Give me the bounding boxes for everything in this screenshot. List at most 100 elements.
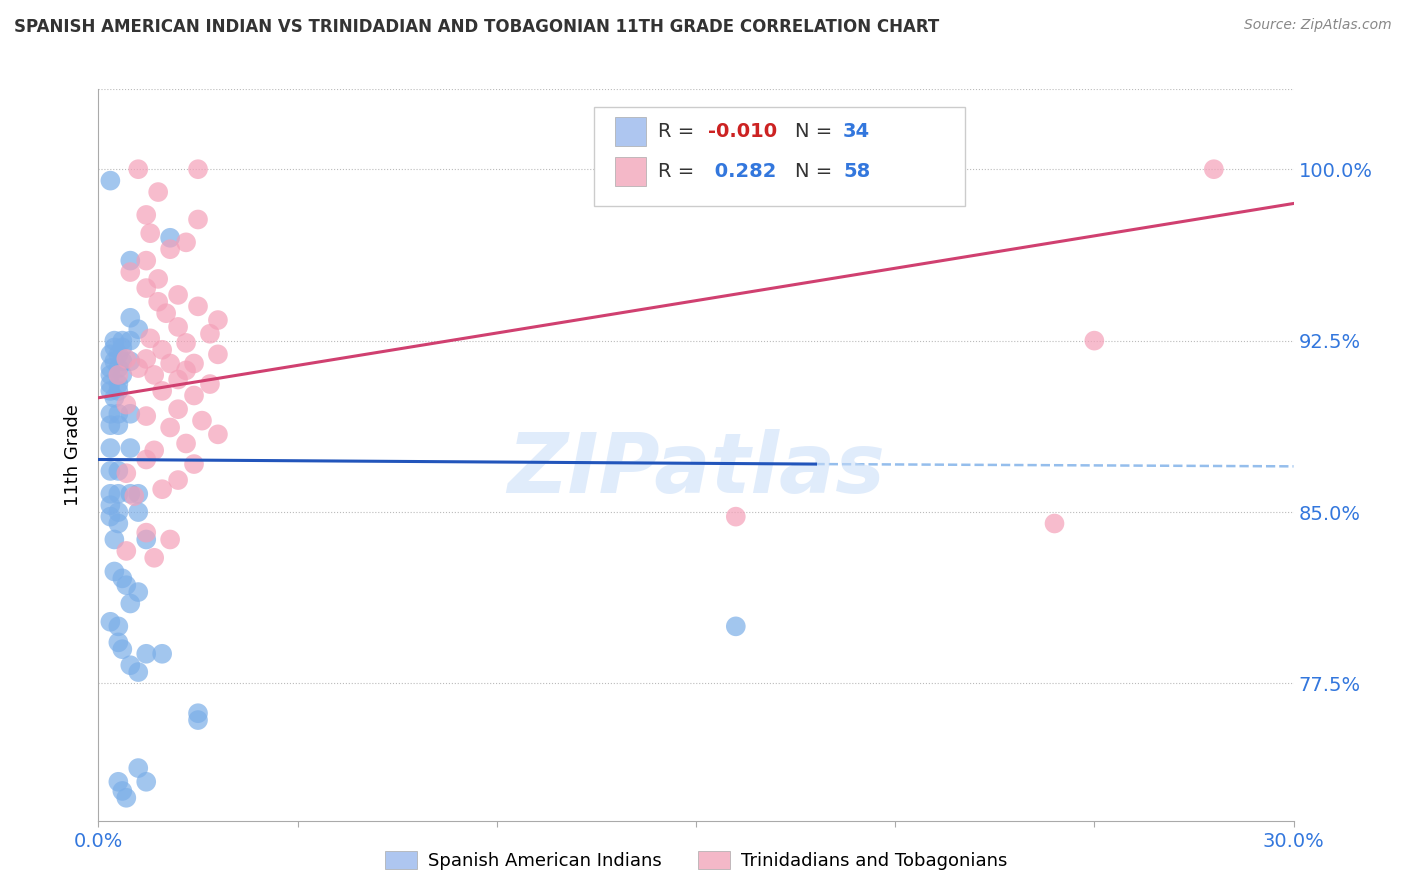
Point xyxy=(150,343,173,357)
Point xyxy=(107,487,129,501)
Point xyxy=(120,487,142,501)
Point xyxy=(107,774,129,789)
Point xyxy=(107,377,129,392)
Point xyxy=(150,647,173,661)
Point xyxy=(150,384,173,398)
Point xyxy=(120,265,142,279)
Point xyxy=(111,341,134,355)
Point xyxy=(1043,516,1066,531)
Text: 0.282: 0.282 xyxy=(709,162,776,181)
Point xyxy=(103,334,125,348)
Point xyxy=(148,272,170,286)
Point xyxy=(107,635,129,649)
Point xyxy=(135,281,157,295)
Text: 0.0%: 0.0% xyxy=(73,832,124,851)
Point xyxy=(183,356,205,370)
Point xyxy=(107,505,129,519)
Point xyxy=(100,487,122,501)
Point xyxy=(198,326,221,341)
Legend: Spanish American Indians, Trinidadians and Tobagonians: Spanish American Indians, Trinidadians a… xyxy=(377,844,1015,878)
Point xyxy=(120,658,142,673)
Point xyxy=(187,299,209,313)
Point xyxy=(120,407,142,421)
Text: 30.0%: 30.0% xyxy=(1263,832,1324,851)
Point xyxy=(207,347,229,361)
Point xyxy=(150,482,173,496)
Point xyxy=(100,498,122,512)
Point xyxy=(100,418,122,433)
Point xyxy=(103,341,125,355)
Point xyxy=(103,533,125,547)
Point xyxy=(100,368,122,382)
Point xyxy=(115,351,138,366)
Point xyxy=(207,427,229,442)
Text: SPANISH AMERICAN INDIAN VS TRINIDADIAN AND TOBAGONIAN 11TH GRADE CORRELATION CHA: SPANISH AMERICAN INDIAN VS TRINIDADIAN A… xyxy=(14,18,939,36)
Point xyxy=(120,441,142,455)
Point xyxy=(107,619,129,633)
Point xyxy=(100,384,122,398)
Point xyxy=(100,347,122,361)
Point xyxy=(100,407,122,421)
Point xyxy=(111,368,134,382)
Point xyxy=(111,642,134,657)
Text: ZIPatlas: ZIPatlas xyxy=(508,429,884,510)
Point xyxy=(155,306,177,320)
Point xyxy=(159,356,181,370)
Point xyxy=(159,533,181,547)
Point xyxy=(115,578,138,592)
Point xyxy=(183,388,205,402)
Point xyxy=(100,361,122,376)
Point xyxy=(1202,162,1225,177)
Point xyxy=(111,334,134,348)
Point xyxy=(103,565,125,579)
Point xyxy=(135,452,157,467)
Point xyxy=(724,619,747,633)
Point xyxy=(127,361,149,376)
Point xyxy=(115,544,138,558)
Point xyxy=(167,402,190,417)
Point xyxy=(207,313,229,327)
Point xyxy=(107,361,129,376)
Point xyxy=(174,363,197,377)
Point xyxy=(107,384,129,398)
Point xyxy=(120,597,142,611)
Point xyxy=(187,713,209,727)
Point xyxy=(127,505,149,519)
Point xyxy=(167,320,190,334)
Point xyxy=(127,665,149,679)
Text: -0.010: -0.010 xyxy=(709,121,778,141)
Point xyxy=(159,420,181,434)
Point xyxy=(107,516,129,531)
FancyBboxPatch shape xyxy=(595,108,965,206)
Point xyxy=(120,354,142,368)
Point xyxy=(127,585,149,599)
Point xyxy=(724,509,747,524)
Point xyxy=(124,489,146,503)
Point xyxy=(135,351,157,366)
Point xyxy=(107,464,129,478)
Point xyxy=(103,354,125,368)
Point xyxy=(139,331,162,345)
Point xyxy=(174,235,197,250)
Point xyxy=(143,550,166,565)
Text: N =: N = xyxy=(796,121,838,141)
Text: 34: 34 xyxy=(844,121,870,141)
FancyBboxPatch shape xyxy=(614,157,645,186)
Point xyxy=(148,294,170,309)
Point xyxy=(127,162,149,177)
Point xyxy=(187,706,209,721)
Point xyxy=(100,441,122,455)
Point xyxy=(100,377,122,392)
Point xyxy=(103,391,125,405)
Point xyxy=(100,174,122,188)
Point xyxy=(135,533,157,547)
Point xyxy=(167,473,190,487)
Point xyxy=(111,784,134,798)
Point xyxy=(100,615,122,629)
Point xyxy=(120,334,142,348)
Point xyxy=(139,226,162,240)
Point xyxy=(167,288,190,302)
Text: R =: R = xyxy=(658,162,700,181)
Point xyxy=(100,509,122,524)
Text: Source: ZipAtlas.com: Source: ZipAtlas.com xyxy=(1244,18,1392,32)
